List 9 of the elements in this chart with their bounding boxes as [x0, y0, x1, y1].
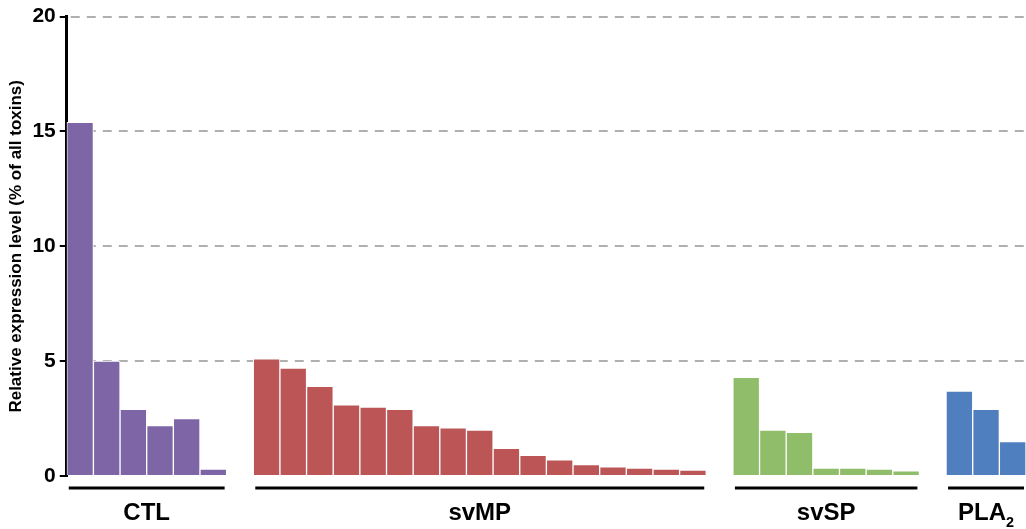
- series-label: CTL: [123, 498, 171, 525]
- series-label: svMP: [448, 498, 512, 525]
- series-label: svSP: [796, 498, 856, 525]
- y-tick-label: 15: [32, 118, 57, 142]
- y-axis-title: Relative expression level (% of all toxins): [5, 80, 25, 413]
- y-tick-label: 0: [44, 462, 56, 486]
- y-tick-label: 5: [44, 347, 57, 371]
- y-tick-label: 20: [32, 3, 56, 27]
- y-tick-label: 10: [32, 233, 56, 257]
